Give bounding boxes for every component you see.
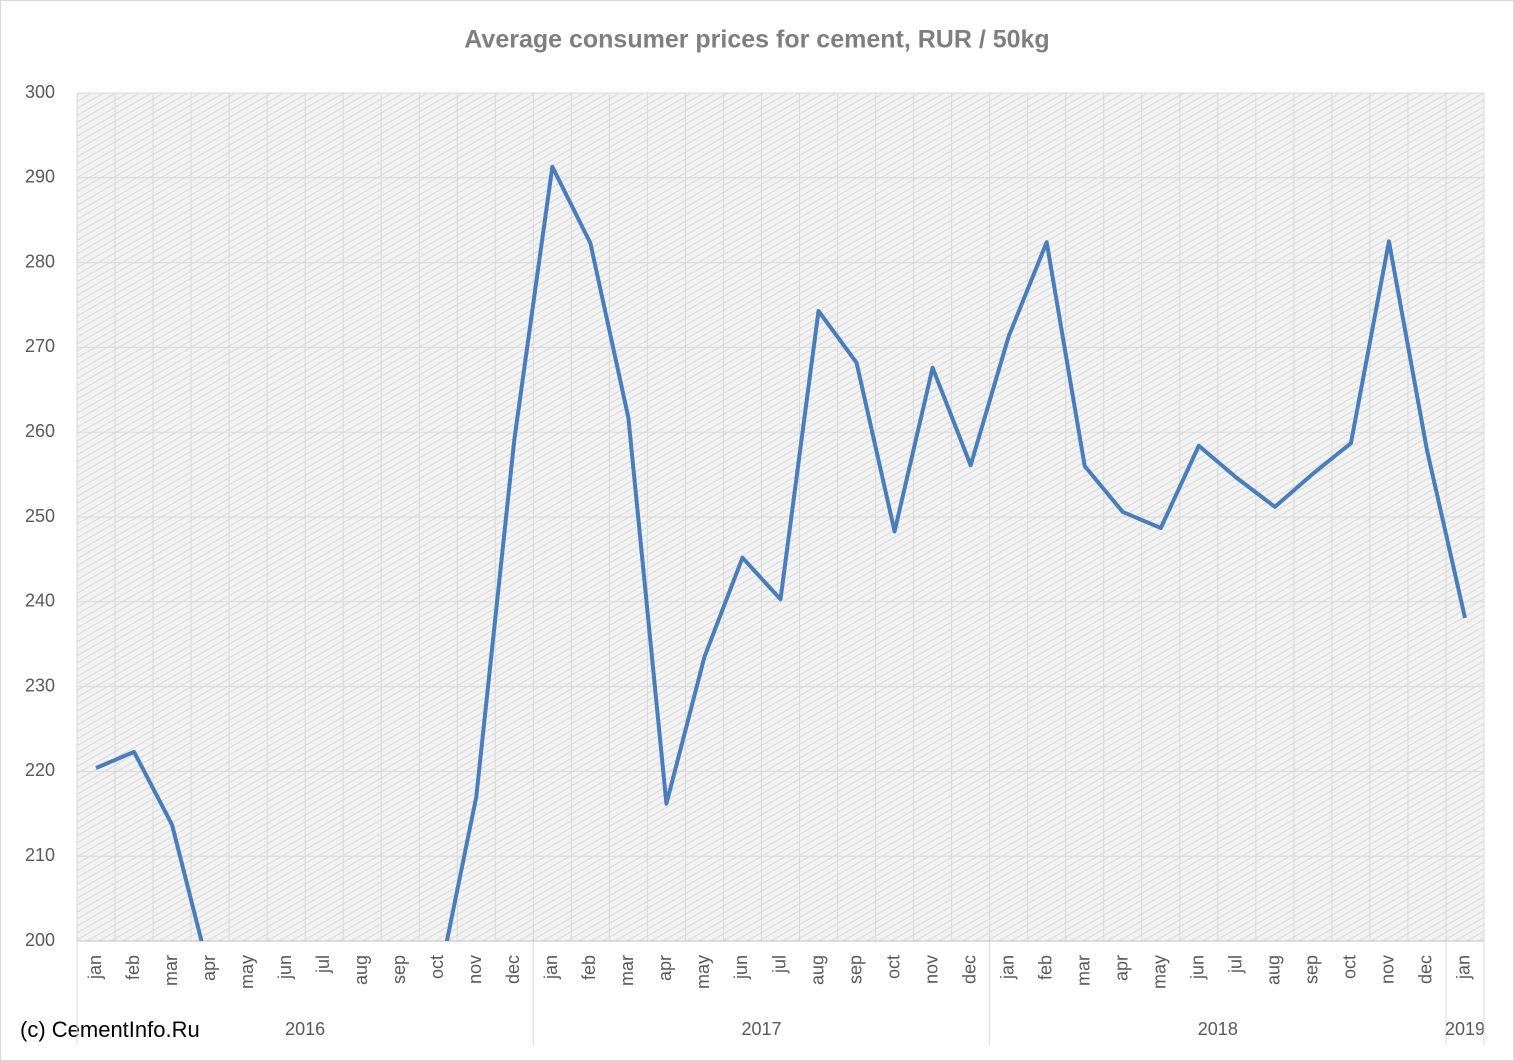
- x-tick-label: sep: [1302, 955, 1322, 984]
- y-tick-label: 230: [25, 675, 55, 695]
- y-tick-label: 280: [25, 251, 55, 271]
- y-tick-label: 250: [25, 506, 55, 526]
- y-tick-label: 240: [25, 591, 55, 611]
- x-tick-label: jan: [541, 955, 561, 980]
- group-label: 2016: [285, 1019, 325, 1039]
- y-tick-label: 300: [25, 82, 55, 102]
- x-tick-label: may: [693, 955, 713, 989]
- x-tick-label: dec: [1416, 955, 1436, 984]
- x-tick-label: nov: [921, 955, 941, 984]
- x-tick-label: apr: [1111, 955, 1131, 981]
- x-tick-label: jul: [769, 955, 789, 974]
- x-tick-label: mar: [161, 955, 181, 986]
- x-tick-label: jun: [275, 955, 295, 980]
- x-tick-label: apr: [655, 955, 675, 981]
- group-label: 2018: [1198, 1019, 1238, 1039]
- group-label: 2017: [741, 1019, 781, 1039]
- x-tick-label: mar: [1073, 955, 1093, 986]
- x-tick-label: oct: [1340, 955, 1360, 979]
- x-tick-label: aug: [807, 955, 827, 985]
- x-tick-label: may: [237, 955, 257, 989]
- x-tick-label: jan: [1454, 955, 1474, 980]
- y-tick-label: 260: [25, 421, 55, 441]
- x-tick-label: aug: [1264, 955, 1284, 985]
- y-tick-label: 290: [25, 167, 55, 187]
- series: [95, 164, 1467, 941]
- x-tick-label: oct: [427, 955, 447, 979]
- x-tick-label: jul: [1226, 955, 1246, 974]
- x-tick-label: jan: [997, 955, 1017, 980]
- x-tick-label: aug: [351, 955, 371, 985]
- x-tick-label: dec: [503, 955, 523, 984]
- y-tick-label: 200: [25, 930, 55, 950]
- y-tick-label: 270: [25, 336, 55, 356]
- x-tick-label: dec: [959, 955, 979, 984]
- x-tick-label: nov: [1378, 955, 1398, 984]
- y-tick-label: 210: [25, 845, 55, 865]
- x-tick-label: feb: [579, 955, 599, 980]
- x-tick-label: jun: [1188, 955, 1208, 980]
- x-tick-label: feb: [1035, 955, 1055, 980]
- line-series: [95, 164, 1467, 941]
- x-tick-label: may: [1150, 955, 1170, 989]
- y-tick-label: 220: [25, 760, 55, 780]
- x-tick-label: jun: [731, 955, 751, 980]
- x-tick-label: oct: [883, 955, 903, 979]
- x-tick-label: sep: [389, 955, 409, 984]
- x-tick-label: sep: [845, 955, 865, 984]
- x-tick-label: nov: [465, 955, 485, 984]
- x-tick-label: feb: [123, 955, 143, 980]
- x-tick-label: jan: [85, 955, 105, 980]
- x-tick-label: mar: [617, 955, 637, 986]
- x-tick-label: apr: [199, 955, 219, 981]
- group-label: 2019: [1445, 1019, 1485, 1039]
- x-tick-label: jul: [313, 955, 333, 974]
- chart-title: Average consumer prices for cement, RUR …: [464, 26, 1049, 54]
- footer: (c) CementInfo.Ru: [20, 1017, 200, 1042]
